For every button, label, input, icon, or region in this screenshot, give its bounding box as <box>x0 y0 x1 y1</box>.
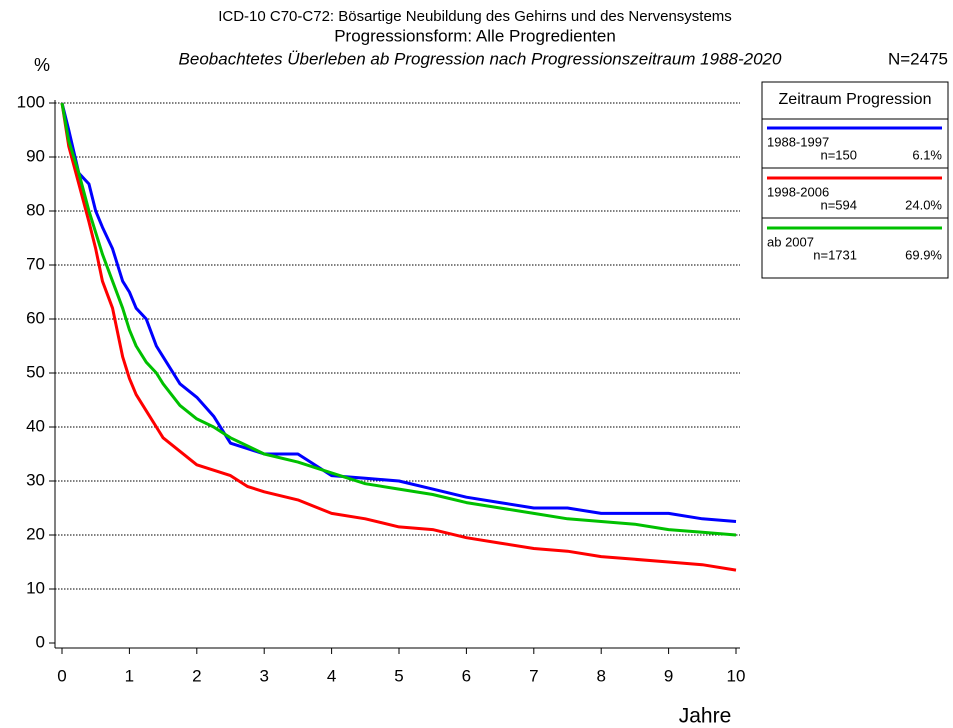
y-tick-label: 10 <box>26 578 45 597</box>
legend-n: n=1731 <box>813 247 857 262</box>
y-tick-label: 50 <box>26 362 45 381</box>
legend-title: Zeitraum Progression <box>779 91 932 108</box>
total-label: N=2475 <box>888 49 948 68</box>
y-tick-label: 100 <box>17 92 45 111</box>
legend-box <box>761 81 949 279</box>
y-tick-label: 70 <box>26 254 45 273</box>
y-tick-label: 60 <box>26 308 45 327</box>
legend-share: 6.1% <box>912 147 942 162</box>
x-tick-label: 4 <box>327 666 336 685</box>
survival-line <box>60 102 737 572</box>
chart-title: ICD-10 C70-C72: Bösartige Neubildung des… <box>218 8 732 25</box>
x-tick-label: 1 <box>125 666 134 685</box>
x-tick-label: 6 <box>462 666 471 685</box>
x-tick-label: 7 <box>529 666 538 685</box>
y-tick-label: 30 <box>26 470 45 489</box>
survival-line <box>60 102 737 523</box>
legend-name: 1998-2006 <box>767 184 829 199</box>
x-tick-label: 9 <box>664 666 673 685</box>
legend-name: 1988-1997 <box>767 134 829 149</box>
x-tick-label: 10 <box>727 666 746 685</box>
y-tick-label: 0 <box>36 632 45 651</box>
chart-subtitle: Progressionsform: Alle Progredienten <box>334 26 616 45</box>
y-axis-label: % <box>34 55 50 75</box>
x-axis-label: Jahre <box>679 705 732 728</box>
x-tick-label: 2 <box>192 666 201 685</box>
y-tick-label: 20 <box>26 524 45 543</box>
legend-n: n=150 <box>820 147 857 162</box>
legend-name: ab 2007 <box>767 234 814 249</box>
x-tick-label: 3 <box>259 666 268 685</box>
survival-line <box>60 102 737 537</box>
x-tick-label: 8 <box>596 666 605 685</box>
x-tick-label: 5 <box>394 666 403 685</box>
legend-share: 69.9% <box>905 247 942 262</box>
x-tick-label: 0 <box>57 666 66 685</box>
y-tick-label: 40 <box>26 416 45 435</box>
y-tick-label: 90 <box>26 146 45 165</box>
y-tick-label: 80 <box>26 200 45 219</box>
chart-subtitle2: Beobachtetes Überleben ab Progression na… <box>179 49 782 68</box>
legend-share: 24.0% <box>905 197 942 212</box>
legend-n: n=594 <box>820 197 857 212</box>
